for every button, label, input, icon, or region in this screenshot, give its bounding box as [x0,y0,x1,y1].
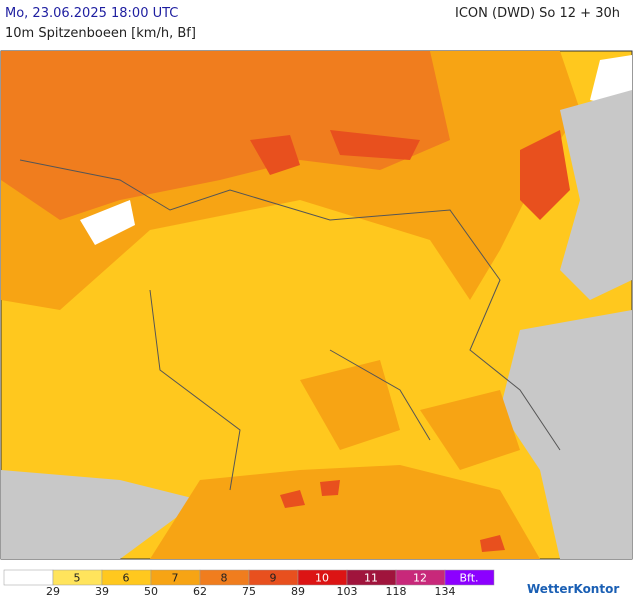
legend-label: 6 [123,572,130,585]
kmh-label: 50 [144,585,158,598]
parameter: 10m Spitzenboeen [km/h, Bf] [5,26,196,41]
kmh-label: 134 [435,585,456,598]
kmh-label: 39 [95,585,109,598]
legend-label: 8 [221,572,228,585]
kmh-label: 62 [193,585,207,598]
kmh-label: 75 [242,585,256,598]
legend-label: 7 [172,572,179,585]
legend: 5 6 7 8 9 10 11 12 Bft.29 39 50 62 75 89 103 118 134 [3,569,495,598]
legend-label: 12 [413,572,427,585]
kmh-label: 118 [386,585,407,598]
model-run: ICON (DWD) So 12 + 30h [455,6,620,21]
legend-label: 10 [315,572,329,585]
kmh-label: 89 [291,585,305,598]
legend-label: 9 [270,572,277,585]
map [0,50,633,560]
legend-label: Bft. [459,572,478,585]
legend-label: 5 [74,572,81,585]
kmh-label: 29 [46,585,60,598]
legend-swatch [444,569,495,586]
forecast-time: Mo, 23.06.2025 18:00 UTC [5,6,179,21]
legend-label: 11 [364,572,378,585]
legend-swatch [3,569,54,586]
kmh-label: 103 [337,585,358,598]
logo: WetterKontor [527,582,620,596]
